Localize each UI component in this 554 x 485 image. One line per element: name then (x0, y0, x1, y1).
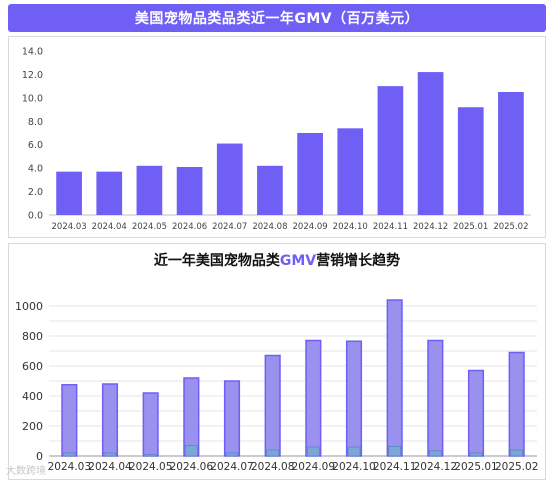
bottom-y-tick-label: 1000 (15, 300, 43, 313)
top-y-tick-label: 8.0 (28, 117, 43, 128)
top-y-tick-label: 6.0 (28, 140, 43, 151)
bottom-bar-series-1 (142, 392, 159, 457)
bottom-bar-series-1 (345, 340, 363, 457)
top-bar (498, 92, 524, 215)
bottom-y-tick-label: 200 (22, 420, 43, 433)
bottom-bar-series-2 (144, 454, 158, 457)
bottom-bar-series-1 (183, 377, 200, 457)
top-bar (257, 165, 283, 215)
bottom-chart-frame: 近一年美国宠物品类GMV营销增长趋势 0 200 400 600 800 1000 2024… (8, 243, 546, 480)
top-bar (216, 143, 243, 215)
bottom-bar-series-2 (388, 445, 402, 457)
bottom-x-tick-label: 2024.03 (48, 461, 91, 473)
bottom-bar-series-1 (386, 299, 403, 457)
top-y-tick-label: 14.0 (22, 47, 43, 58)
bottom-bar-series-2 (510, 449, 524, 457)
bottom-bar-series-2 (103, 452, 117, 457)
bottom-x-tick-label: 2024.08 (251, 461, 294, 473)
top-bar (176, 166, 203, 215)
bottom-x-tick-label: 2024.06 (170, 461, 214, 473)
top-chart-title-banner: 美国宠物品类品类近一年GMV（百万美元） (8, 4, 546, 32)
top-bar (417, 72, 444, 215)
bottom-bar-series-2 (347, 446, 361, 457)
bottom-bar-series-1 (61, 384, 78, 457)
bottom-x-tick-label: 2024.10 (332, 461, 375, 473)
bottom-y-tick-label: 400 (22, 390, 43, 403)
top-bar-chart: 0.0 2.0 4.0 6.0 8.0 10.0 12.0 14.0 2024.03 2024.0… (22, 47, 531, 232)
top-x-tick-label: 2024.03 (52, 222, 87, 232)
top-x-tick-label: 2024.05 (132, 222, 167, 232)
bottom-x-tick-label: 2024.05 (129, 461, 172, 473)
bottom-bar-series-1 (264, 354, 281, 457)
bottom-x-tick-label: 2025.01 (454, 461, 497, 473)
top-bar (457, 107, 484, 215)
bottom-y-tick-label: 800 (22, 330, 43, 343)
top-x-tick-label: 2024.12 (413, 222, 448, 232)
bottom-bar-series-1 (508, 351, 525, 457)
top-y-tick-label: 0.0 (28, 211, 43, 222)
bottom-bar-series-1 (305, 339, 322, 457)
bottom-title-suffix: 营销增长趋势 (316, 253, 401, 269)
bottom-x-tick-label: 2024.04 (88, 461, 132, 473)
bottom-bar-series-1 (427, 339, 444, 457)
top-x-tick-label: 2024.08 (252, 222, 287, 232)
bottom-bar-series-2 (225, 452, 239, 457)
bottom-x-tick-label: 2024.12 (414, 461, 457, 473)
bottom-bar-series-2 (469, 452, 483, 457)
watermark: 大数跨境 (6, 466, 46, 477)
top-bar (96, 171, 123, 215)
top-bar (337, 128, 364, 215)
bottom-bar-series-1 (467, 369, 485, 457)
top-x-tick-label: 2024.04 (92, 222, 127, 232)
bottom-x-tick-label: 2024.11 (373, 461, 416, 473)
top-x-tick-label: 2024.09 (293, 222, 328, 232)
bottom-bar-series-1 (101, 383, 119, 457)
top-x-tick-label: 2025.01 (453, 222, 488, 232)
bottom-bar-series-2 (184, 445, 198, 457)
top-y-tick-label: 12.0 (22, 70, 43, 81)
bottom-bar-series-2 (266, 449, 280, 457)
top-x-tick-label: 2024.10 (333, 222, 368, 232)
bottom-title-prefix: 近一年美国宠物品类 (153, 253, 280, 269)
top-bar (56, 171, 82, 215)
top-chart-frame: 0.0 2.0 4.0 6.0 8.0 10.0 12.0 14.0 2024.03 2024.0… (8, 36, 546, 238)
bottom-bar-series-2 (62, 452, 76, 457)
bottom-y-tick-label: 0 (36, 450, 43, 463)
top-x-tick-label: 2024.06 (172, 222, 207, 232)
top-x-tick-label: 2024.11 (373, 222, 408, 232)
bottom-bar-series-2 (306, 446, 320, 457)
bottom-chart-title: 近一年美国宠物品类GMV营销增长趋势 (9, 250, 545, 270)
top-chart-title: 美国宠物品类品类近一年GMV（百万美元） (134, 11, 420, 27)
top-bar (136, 165, 163, 215)
top-y-tick-label: 2.0 (28, 187, 43, 198)
bottom-x-tick-label: 2024.07 (210, 461, 253, 473)
bottom-bar-chart: 020040060080010002024.032024.042024.0520… (15, 299, 538, 473)
top-x-tick-label: 2025.02 (493, 222, 528, 232)
bottom-y-tick-label: 600 (22, 360, 43, 373)
bottom-bar-series-2 (428, 450, 442, 457)
top-y-tick-label: 4.0 (28, 164, 43, 175)
top-bar (297, 133, 323, 215)
top-bar (377, 86, 404, 215)
top-y-tick-label: 10.0 (22, 93, 43, 104)
bottom-x-tick-label: 2025.02 (495, 461, 538, 473)
bottom-title-accent: GMV (279, 253, 317, 269)
bottom-bar-series-1 (223, 380, 241, 457)
bottom-x-tick-label: 2024.09 (292, 461, 335, 473)
top-x-tick-label: 2024.07 (212, 222, 247, 232)
